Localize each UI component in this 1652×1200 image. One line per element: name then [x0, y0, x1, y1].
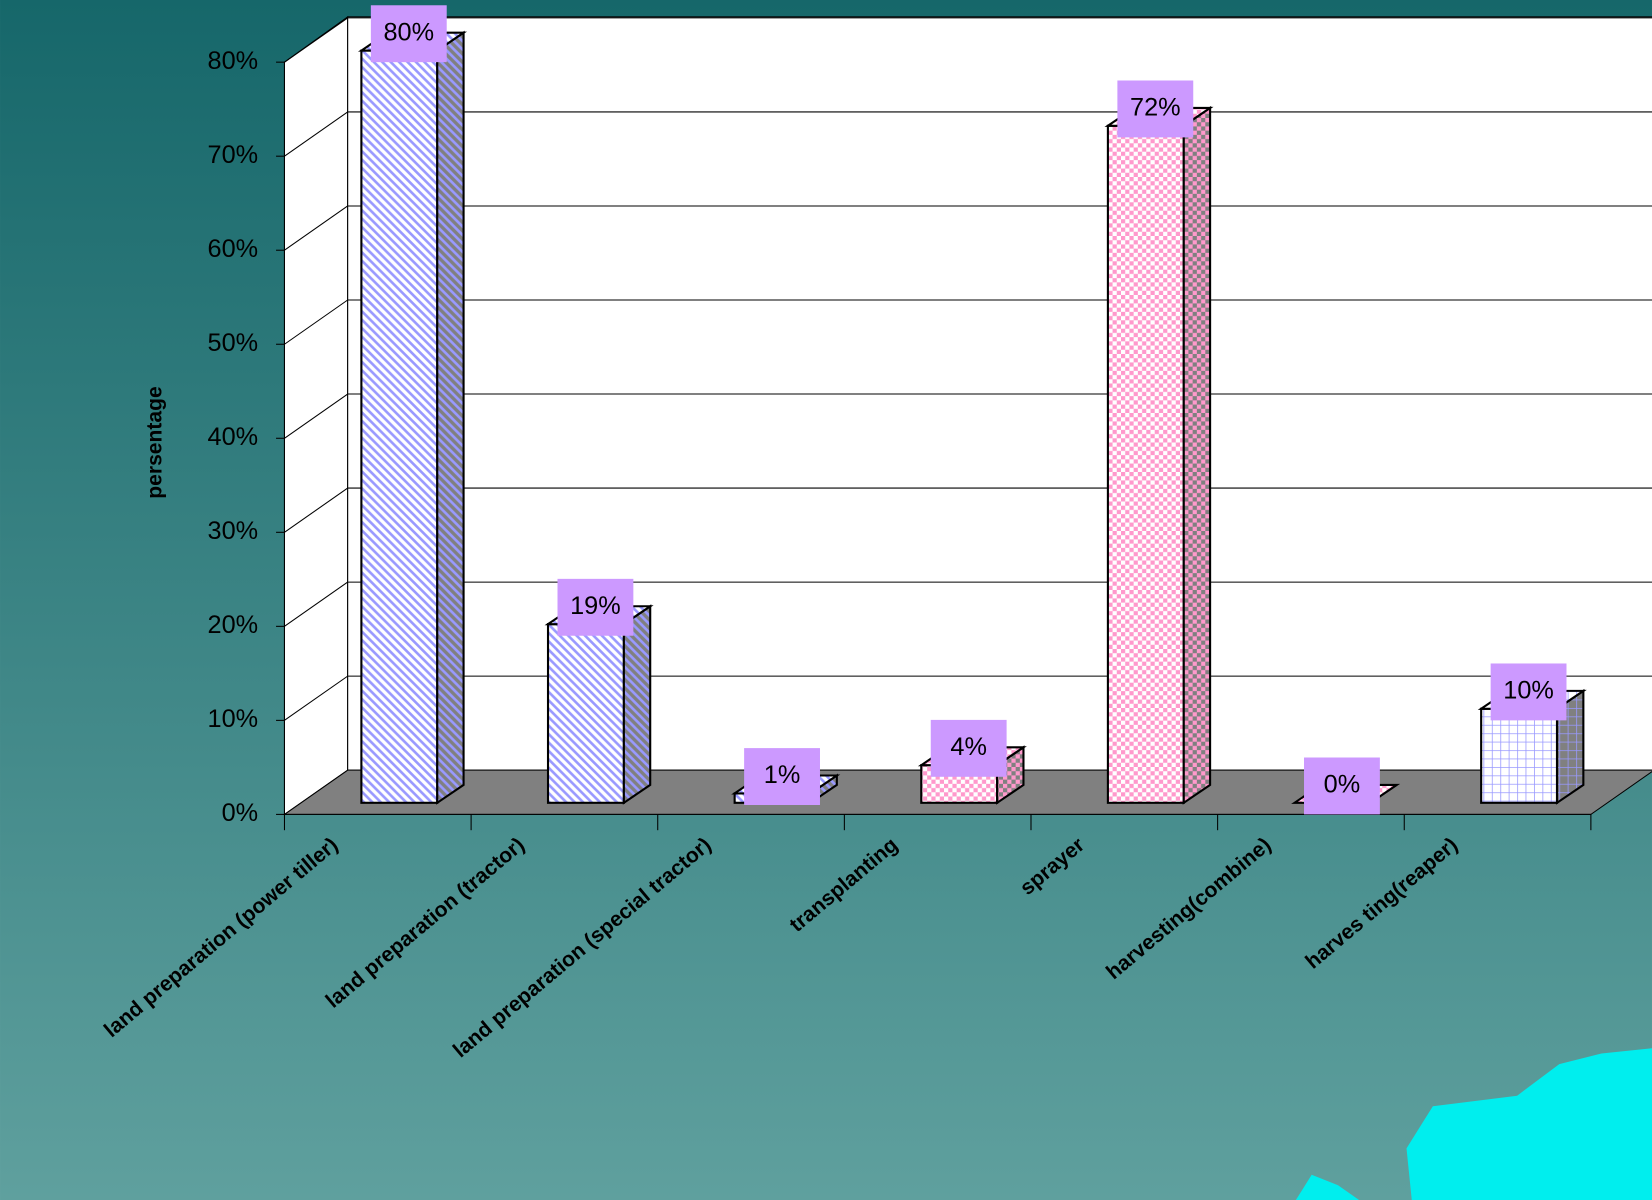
value-label: 80% — [384, 18, 435, 46]
y-axis-title: persentage — [144, 386, 167, 498]
value-label-box — [1304, 757, 1380, 815]
y-tick-label: 80% — [208, 47, 259, 75]
bar — [1106, 124, 1185, 804]
y-tick-label: 60% — [208, 235, 259, 263]
grid-line — [284, 205, 348, 251]
grid-line — [284, 393, 348, 439]
grid-line — [284, 111, 348, 157]
grid-line — [284, 487, 348, 533]
y-tick-label: 50% — [208, 329, 259, 357]
bar-side — [1182, 105, 1212, 805]
decoration — [1406, 1048, 1652, 1200]
grid-line — [284, 581, 348, 627]
value-label-box — [557, 578, 634, 636]
value-label: 19% — [570, 592, 621, 620]
grid-line — [284, 675, 348, 721]
y-tick-label: 10% — [208, 705, 259, 733]
value-label-box — [1117, 80, 1194, 138]
value-label-box — [744, 748, 820, 805]
value-label: 0% — [1324, 771, 1361, 799]
bar — [546, 623, 625, 804]
value-label-box — [370, 5, 447, 63]
y-tick-label: 20% — [208, 611, 259, 639]
value-label: 10% — [1503, 677, 1554, 705]
decoration — [1295, 1174, 1360, 1200]
y-tick-label: 0% — [222, 799, 259, 827]
bar — [1480, 707, 1559, 804]
y-tick-label: 30% — [208, 517, 259, 545]
bar-side — [436, 30, 465, 805]
value-label: 4% — [950, 733, 987, 761]
value-label: 72% — [1130, 94, 1181, 122]
value-label-box — [1490, 663, 1567, 721]
value-label-box — [930, 719, 1007, 777]
grid-line — [284, 299, 348, 345]
bar — [360, 49, 439, 804]
grid-line — [284, 17, 348, 63]
y-tick-label: 40% — [208, 423, 259, 451]
y-tick-label: 70% — [208, 141, 259, 169]
value-label: 1% — [764, 761, 801, 789]
